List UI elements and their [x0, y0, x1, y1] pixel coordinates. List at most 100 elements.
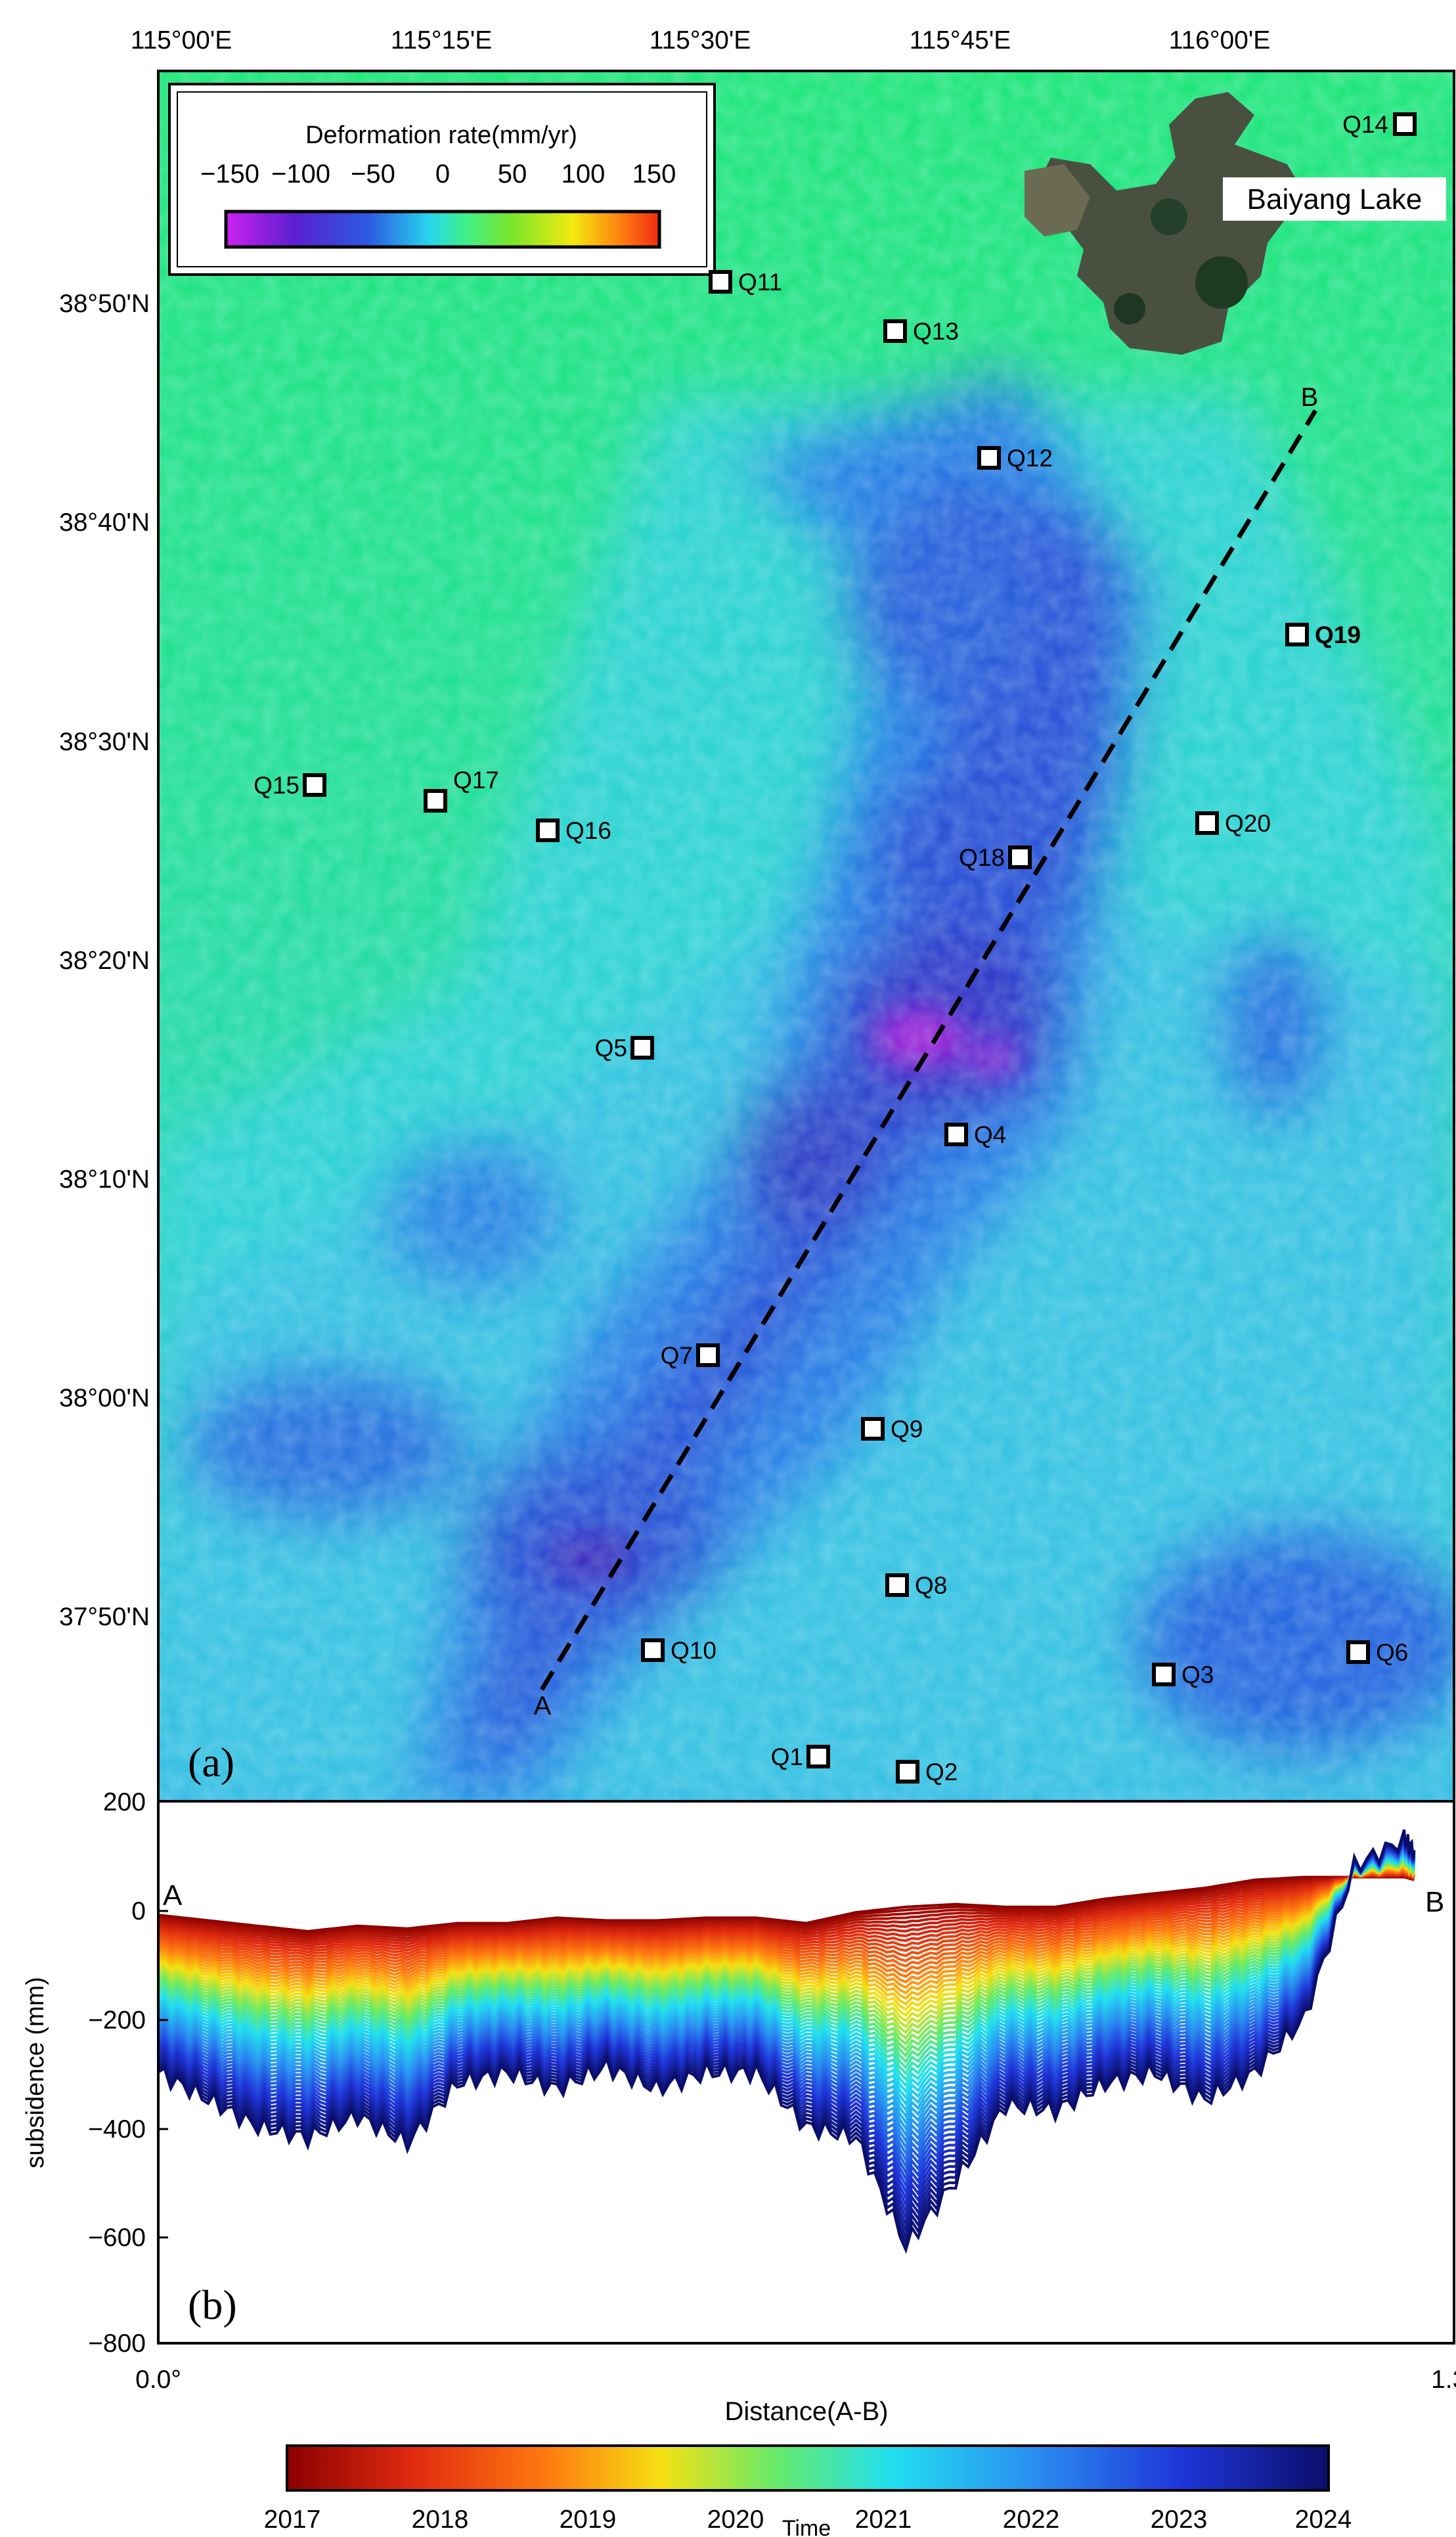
latitude-axis: 38°50'N 38°40'N 38°30'N 38°20'N 38°10'N …	[59, 290, 150, 1631]
profile-series-line	[158, 1868, 1415, 1967]
profile-series-line	[158, 1829, 1416, 2254]
profile-series-line	[158, 1835, 1416, 2208]
point-marker	[709, 270, 732, 294]
lon-tick: 116°00'E	[1169, 26, 1271, 55]
x-axis-label: Distance(A-B)	[725, 2397, 889, 2426]
profile-series-line	[158, 1834, 1416, 2214]
profile-series-line	[158, 1872, 1415, 1948]
profile-series-line	[158, 1841, 1416, 2163]
profile-series-line	[158, 1849, 1416, 2082]
y-tick: −600	[88, 2224, 146, 2252]
profile-series-line	[158, 1841, 1416, 2138]
profile-series-line	[158, 1833, 1416, 2228]
profile-series-line	[158, 1869, 1415, 1960]
lat-tick: 38°40'N	[59, 508, 150, 537]
point-label: Q18	[959, 844, 1005, 871]
legend-tick: 0	[435, 160, 450, 189]
point-label: Q19	[1315, 621, 1361, 648]
lat-tick: 38°00'N	[59, 1384, 150, 1412]
y-tick: 0	[131, 1897, 146, 1925]
point-marker	[696, 1343, 720, 1367]
y-tick: −800	[88, 2329, 146, 2358]
time-tick: 2024	[1295, 2505, 1352, 2534]
point-marker	[1393, 112, 1417, 136]
profile-series-line	[158, 1873, 1415, 1945]
panel-label-b: (b)	[188, 2281, 237, 2328]
profile-series-line	[158, 1841, 1416, 2131]
legend-tick: −150	[200, 160, 259, 189]
profile-series-line	[158, 1874, 1415, 1940]
profile-series-line	[158, 1841, 1416, 2169]
point-label: Q11	[738, 269, 782, 296]
profile-series-line	[158, 1831, 1416, 2234]
profile-series-line	[158, 1871, 1415, 1954]
time-tick: 2020	[707, 2505, 764, 2534]
point-marker	[1195, 811, 1219, 835]
point-label: Q10	[671, 1637, 717, 1664]
point-marker	[896, 1760, 919, 1784]
point-marker	[806, 1745, 830, 1768]
y-axis: 200 0 −200 −400 −600 −800 subsidence (mm…	[22, 1788, 168, 2358]
point-label: Q9	[891, 1416, 923, 1443]
point-label: Q16	[565, 817, 611, 844]
deformation-raster	[158, 71, 1454, 1801]
profile-frame	[157, 1800, 1455, 2345]
profile-series-line	[158, 1862, 1415, 1995]
profile-series-line	[158, 1856, 1416, 2040]
time-tick: 2021	[855, 2505, 912, 2534]
profile-start-label: A	[534, 1692, 552, 1720]
profile-series-line	[158, 1853, 1416, 2058]
point-label: Q4	[974, 1121, 1006, 1148]
monitoring-point-labels: Q11 Q13 Q12 Q14 Q19 Q15 Q17 Q16 Q18 Q20 …	[254, 111, 1408, 1785]
point-marker	[1008, 845, 1032, 869]
longitude-axis: 115°00'E 115°15'E 115°30'E 115°45'E 116°…	[131, 26, 1271, 55]
lake-label: Baiyang Lake	[1247, 183, 1423, 215]
point-label: Q6	[1376, 1639, 1408, 1666]
lat-tick: 38°10'N	[59, 1165, 150, 1194]
profile-series-line	[158, 1854, 1416, 2046]
point-label: Q3	[1181, 1661, 1214, 1688]
lon-tick: 115°30'E	[650, 26, 751, 55]
legend-tick: 150	[632, 160, 676, 189]
time-colorbar: 2017 2018 2019 2020 2021 2022 2023 2024 …	[264, 2444, 1352, 2537]
lon-tick: 115°45'E	[910, 26, 1011, 55]
profile-series-line	[158, 1875, 1415, 1935]
profile-series-line	[158, 1843, 1416, 2125]
panel-label-a: (a)	[188, 1739, 234, 1785]
profile-series-line	[158, 1851, 1416, 2070]
profile-series-line	[158, 1861, 1416, 2006]
profile-line	[540, 409, 1317, 1691]
y-tick: 200	[103, 1788, 146, 1816]
y-tick: −200	[88, 2006, 146, 2034]
point-label: Q12	[1007, 445, 1053, 472]
profile-series-line	[158, 1874, 1415, 1942]
x-axis: 0.0° 1.3° Distance(A-B)	[135, 2366, 1456, 2426]
profile-series-line	[158, 1843, 1416, 2119]
time-tick: 2023	[1151, 2505, 1208, 2534]
legend-tick: −100	[271, 160, 330, 189]
profile-series-line	[158, 1845, 1416, 2113]
y-tick: −400	[88, 2115, 146, 2144]
time-colorbar-label: Time	[782, 2516, 831, 2537]
deformation-legend: Deformation rate(mm/yr) −150 −100 −50 0 …	[168, 83, 716, 276]
baiyang-lake-image	[1025, 92, 1307, 355]
time-colorbar-gradient	[286, 2444, 1330, 2492]
profile-series	[158, 1829, 1416, 2254]
point-label: Q13	[913, 318, 959, 345]
profile-series-line	[158, 1856, 1416, 2034]
point-label: Q20	[1225, 810, 1271, 837]
point-marker	[424, 789, 447, 813]
profile-series-line	[158, 1838, 1416, 2189]
profile-series-line	[158, 1875, 1415, 1937]
deformation-map: 115°00'E 115°15'E 115°30'E 115°45'E 116°…	[59, 26, 1455, 1803]
profile-series-line	[158, 1854, 1416, 2052]
point-label: Q17	[453, 767, 499, 794]
profile-series-line	[158, 1850, 1416, 2076]
point-marker	[536, 819, 560, 842]
point-marker	[1285, 623, 1309, 646]
point-label: Q2	[925, 1759, 958, 1785]
lat-tick: 38°20'N	[59, 947, 150, 975]
time-tick: 2022	[1003, 2505, 1060, 2534]
profile-series-line	[158, 1870, 1415, 1958]
